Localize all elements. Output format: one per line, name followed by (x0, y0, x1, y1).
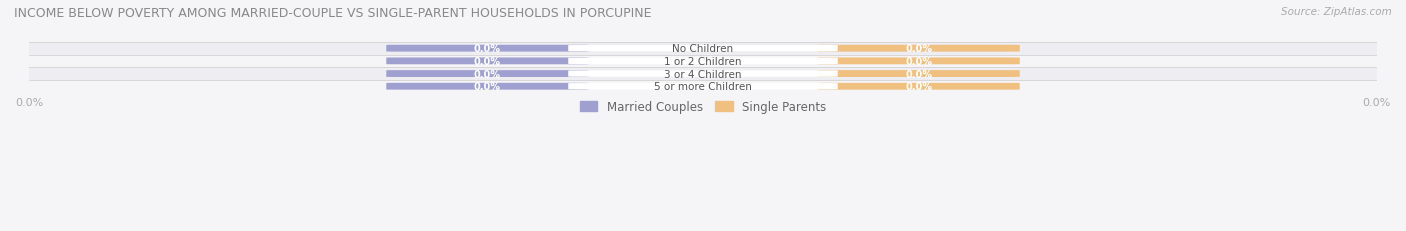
FancyBboxPatch shape (817, 83, 1019, 90)
FancyBboxPatch shape (817, 46, 1019, 52)
Text: 0.0%: 0.0% (905, 44, 932, 54)
FancyBboxPatch shape (817, 71, 1019, 78)
Text: 0.0%: 0.0% (905, 57, 932, 67)
Bar (30, 55, 1376, 68)
Text: Source: ZipAtlas.com: Source: ZipAtlas.com (1281, 7, 1392, 17)
Text: 0.0%: 0.0% (474, 44, 501, 54)
Text: 1 or 2 Children: 1 or 2 Children (664, 57, 742, 67)
FancyBboxPatch shape (817, 58, 1019, 65)
Text: 0.0%: 0.0% (474, 82, 501, 92)
Text: 0.0%: 0.0% (474, 69, 501, 79)
FancyBboxPatch shape (568, 46, 838, 52)
FancyBboxPatch shape (568, 84, 838, 90)
Text: No Children: No Children (672, 44, 734, 54)
FancyBboxPatch shape (387, 83, 589, 90)
FancyBboxPatch shape (568, 58, 838, 65)
Bar (30, 43, 1376, 55)
FancyBboxPatch shape (387, 46, 589, 52)
FancyBboxPatch shape (387, 58, 589, 65)
Bar (30, 68, 1376, 81)
Text: 5 or more Children: 5 or more Children (654, 82, 752, 92)
Text: INCOME BELOW POVERTY AMONG MARRIED-COUPLE VS SINGLE-PARENT HOUSEHOLDS IN PORCUPI: INCOME BELOW POVERTY AMONG MARRIED-COUPL… (14, 7, 651, 20)
Legend: Married Couples, Single Parents: Married Couples, Single Parents (575, 96, 831, 119)
Text: 0.0%: 0.0% (474, 57, 501, 67)
Text: 0.0%: 0.0% (905, 82, 932, 92)
Text: 0.0%: 0.0% (905, 69, 932, 79)
FancyBboxPatch shape (568, 71, 838, 77)
Text: 3 or 4 Children: 3 or 4 Children (664, 69, 742, 79)
FancyBboxPatch shape (387, 71, 589, 78)
Bar (30, 81, 1376, 93)
